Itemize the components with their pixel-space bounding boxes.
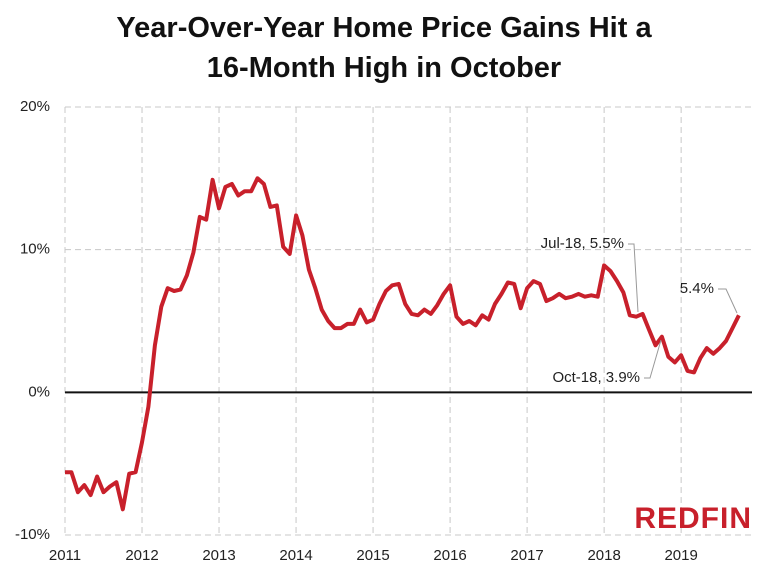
x-tick-label: 2017: [510, 547, 543, 564]
x-tick-label: 2014: [279, 547, 312, 564]
annotation: Oct-18, 3.9%: [552, 369, 640, 386]
x-tick-label: 2016: [433, 547, 466, 564]
annotation-leader: [718, 288, 738, 314]
x-tick-label: 2012: [125, 547, 158, 564]
y-tick-label: 0%: [28, 383, 50, 400]
y-tick-label: 10%: [20, 241, 50, 258]
annotation-leader: [628, 243, 639, 313]
x-tick-label: 2019: [664, 547, 697, 564]
y-tick-label: -10%: [15, 526, 50, 543]
annotation: Jul-18, 5.5%: [541, 235, 624, 252]
annotation-leader: [644, 339, 662, 379]
logo: REDFIN: [634, 502, 752, 535]
chart-title: Year-Over-Year Home Price Gains Hit a 16…: [116, 12, 652, 84]
x-tick-label: 2013: [202, 547, 235, 564]
data-line: [65, 176, 741, 512]
annotation: 5.4%: [680, 280, 714, 297]
y-tick-label: 20%: [20, 98, 50, 115]
x-tick-label: 2018: [587, 547, 620, 564]
x-tick-label: 2015: [356, 547, 389, 564]
x-tick-label: 2011: [49, 547, 81, 564]
